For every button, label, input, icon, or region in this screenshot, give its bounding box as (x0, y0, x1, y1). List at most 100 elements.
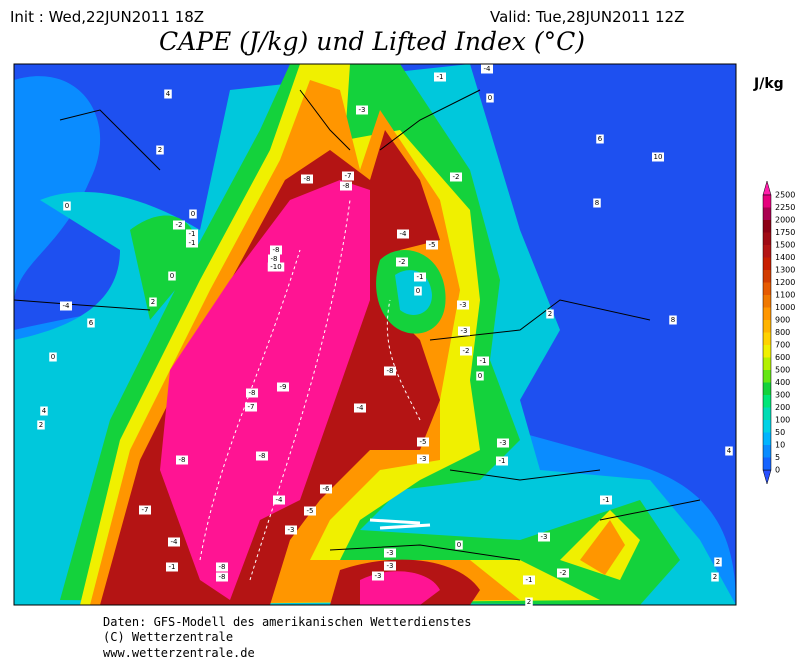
contour-label-box (384, 561, 396, 571)
legend-label: 0 (775, 466, 780, 475)
contour-label-box (593, 198, 601, 208)
contour-label: 6 (598, 135, 603, 143)
contour-label: 2 (713, 573, 717, 581)
contour-label-box (457, 300, 469, 310)
contour-label: -7 (142, 506, 149, 514)
contour-label-box (37, 420, 45, 430)
contour-label-box (600, 495, 612, 505)
contour-label-box (455, 540, 463, 550)
contour-label-box (397, 229, 409, 239)
contour-label: -2 (453, 173, 460, 181)
contour-label-box (256, 451, 268, 461)
contour-label-box (245, 402, 257, 412)
contour-label: -8 (249, 389, 256, 397)
contour-label-box (246, 388, 258, 398)
contour-label: -5 (307, 507, 314, 515)
contour-label-box (149, 297, 157, 307)
contour-label-box (176, 455, 188, 465)
color-band (763, 282, 771, 295)
contour-label-box (356, 105, 368, 115)
unit: J/kg (753, 76, 784, 92)
contour-label: -3 (375, 572, 382, 580)
contour-label-box (268, 254, 280, 264)
legend-label: 100 (775, 416, 790, 425)
contour-label: 8 (595, 199, 599, 207)
map (14, 64, 736, 605)
color-band (763, 320, 771, 333)
contour-label: 4 (42, 407, 47, 415)
legend-label: 10 (775, 441, 785, 450)
contour-label: -3 (541, 533, 548, 541)
contour-label-box (711, 572, 719, 582)
color-band (763, 195, 771, 208)
legend-label: 1500 (775, 241, 795, 250)
contour-label-box (414, 286, 422, 296)
color-band (763, 457, 771, 470)
legend-label: 1000 (775, 303, 795, 312)
contour-label-box (477, 356, 489, 366)
contour-label: 10 (654, 153, 663, 161)
contour-label: -4 (400, 230, 408, 238)
color-band (763, 345, 771, 358)
contour-label-box (384, 366, 396, 376)
legend-label: 400 (775, 378, 790, 387)
contour-label-box (596, 134, 604, 144)
contour-label-box (525, 597, 533, 607)
contour-label: -3 (500, 439, 507, 447)
contour-label: -3 (288, 526, 295, 534)
contour-label-box (277, 382, 289, 392)
legend-label: 1400 (775, 253, 795, 262)
contour-label-box (414, 272, 426, 282)
contour-label: -8 (179, 456, 186, 464)
contour-label-box (434, 72, 446, 82)
contour-label: 2 (151, 298, 155, 306)
color-band (763, 220, 771, 233)
contour-label-box (669, 315, 677, 325)
contour-label: -7 (345, 172, 352, 180)
legend-label: 800 (775, 328, 790, 337)
contour-label-box (342, 171, 354, 181)
colorbar-above (762, 180, 772, 196)
contour-label-box (458, 326, 470, 336)
contour-label-box (285, 525, 297, 535)
legend-label: 600 (775, 353, 790, 362)
color-band (763, 370, 771, 383)
color-band (763, 420, 771, 433)
legend-label: 1750 (775, 228, 795, 237)
legend-label: 500 (775, 366, 790, 375)
contour-label: 8 (671, 316, 675, 324)
contour-label-box (189, 209, 197, 219)
contour-label-box (354, 403, 366, 413)
contour-label: -8 (219, 563, 226, 571)
contour-label: -1 (499, 457, 506, 465)
contour-label-box (450, 172, 462, 182)
color-band (763, 307, 771, 320)
contour-label: -8 (343, 182, 350, 190)
contour-label-box (40, 406, 48, 416)
contour-label-box (340, 181, 352, 191)
contour-label-box (168, 271, 176, 281)
contour-label-box (168, 537, 180, 547)
contour-label: 4 (727, 447, 732, 455)
contour-label: -1 (480, 357, 487, 365)
legend-label: 900 (775, 316, 790, 325)
contour-label: -3 (387, 562, 394, 570)
contour-label: -8 (387, 367, 394, 375)
contour-label: 0 (457, 541, 461, 549)
contour-label: -1 (437, 73, 444, 81)
contour-label-box (396, 257, 408, 267)
contour-label: -1 (189, 239, 196, 247)
contour-label: -9 (280, 383, 287, 391)
contour-label-box (426, 240, 438, 250)
map-frame (13, 63, 737, 606)
colorbar-frame (762, 194, 772, 471)
contour-label-box (652, 152, 664, 162)
contour-label-box (372, 571, 384, 581)
contour-label-box (320, 484, 332, 494)
contour-label-box (273, 495, 285, 505)
color-band (763, 245, 771, 258)
contour-label: -4 (484, 65, 492, 73)
contour-label: -2 (463, 347, 470, 355)
contour-label-box (460, 346, 472, 356)
